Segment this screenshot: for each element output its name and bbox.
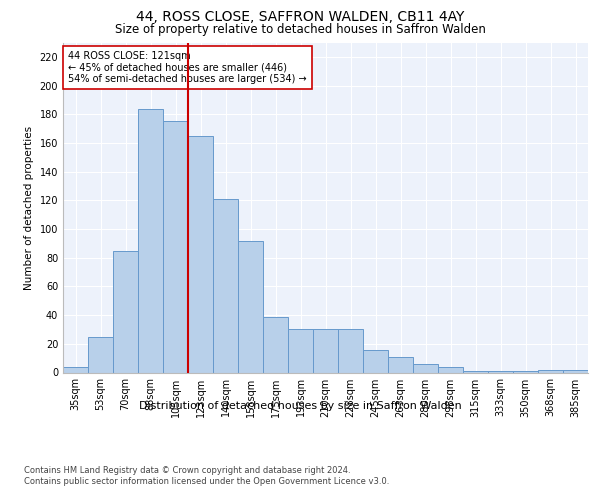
Y-axis label: Number of detached properties: Number of detached properties [24, 126, 34, 290]
Bar [188, 136, 213, 372]
Bar [513, 371, 538, 372]
Bar [88, 336, 113, 372]
Text: Contains HM Land Registry data © Crown copyright and database right 2024.: Contains HM Land Registry data © Crown c… [24, 466, 350, 475]
Bar [413, 364, 438, 372]
Bar [463, 371, 488, 372]
Bar [338, 330, 363, 372]
Bar [63, 367, 88, 372]
Bar [363, 350, 388, 372]
Bar [238, 240, 263, 372]
Bar [488, 371, 513, 372]
Bar [563, 370, 588, 372]
Text: Distribution of detached houses by size in Saffron Walden: Distribution of detached houses by size … [139, 401, 461, 411]
Bar [263, 316, 288, 372]
Bar [313, 330, 338, 372]
Text: 44, ROSS CLOSE, SAFFRON WALDEN, CB11 4AY: 44, ROSS CLOSE, SAFFRON WALDEN, CB11 4AY [136, 10, 464, 24]
Text: 44 ROSS CLOSE: 121sqm
← 45% of detached houses are smaller (446)
54% of semi-det: 44 ROSS CLOSE: 121sqm ← 45% of detached … [68, 51, 307, 84]
Bar [138, 108, 163, 372]
Bar [213, 199, 238, 372]
Bar [538, 370, 563, 372]
Text: Contains public sector information licensed under the Open Government Licence v3: Contains public sector information licen… [24, 477, 389, 486]
Bar [438, 367, 463, 372]
Text: Size of property relative to detached houses in Saffron Walden: Size of property relative to detached ho… [115, 22, 485, 36]
Bar [163, 122, 188, 372]
Bar [288, 330, 313, 372]
Bar [113, 250, 138, 372]
Bar [388, 356, 413, 372]
